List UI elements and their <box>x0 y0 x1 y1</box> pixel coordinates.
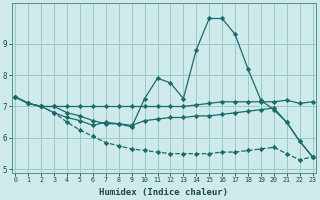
X-axis label: Humidex (Indice chaleur): Humidex (Indice chaleur) <box>100 188 228 197</box>
